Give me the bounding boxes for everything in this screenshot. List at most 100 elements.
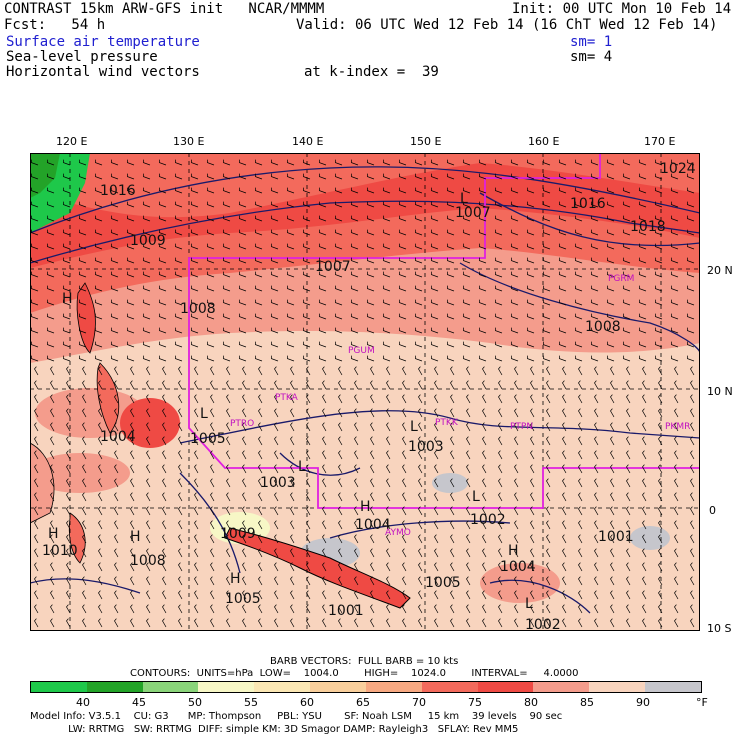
wind-barb — [354, 380, 359, 390]
wind-barb — [255, 355, 263, 362]
wind-barb — [639, 271, 647, 278]
wind-barb — [671, 257, 679, 264]
wind-barb — [655, 327, 663, 334]
wind-barb — [527, 341, 535, 348]
wind-barb — [303, 229, 311, 236]
wind-barb — [226, 548, 231, 558]
wind-barb — [146, 590, 151, 600]
pressure-label: 1009 — [220, 526, 256, 542]
wind-barb — [287, 271, 295, 278]
wind-barb — [82, 520, 87, 530]
wind-barb — [447, 173, 455, 180]
wind-barb — [546, 464, 551, 474]
station-label: PTKA — [275, 393, 299, 403]
wind-barb — [322, 506, 327, 516]
wind-barb — [191, 285, 199, 292]
wind-barb — [562, 576, 567, 586]
wind-barb — [50, 422, 55, 432]
wind-barb — [642, 548, 647, 558]
wind-barb — [143, 355, 151, 362]
wind-barb — [290, 380, 295, 390]
wind-barb — [210, 534, 215, 544]
wind-barb — [402, 464, 407, 474]
wind-barb — [447, 201, 455, 208]
wind-barb — [610, 506, 615, 516]
wind-barb — [639, 285, 647, 292]
wind-barb — [242, 576, 247, 586]
wind-barb — [674, 534, 679, 544]
colorbar-label: 80 — [524, 696, 538, 709]
wind-barb — [383, 257, 391, 264]
wind-barb — [546, 548, 551, 558]
wind-barb — [130, 576, 135, 586]
wind-barb — [383, 173, 391, 180]
wind-barb — [98, 618, 103, 628]
colorbar-swatch — [533, 682, 590, 692]
station-label: PGUM — [348, 346, 375, 356]
wind-barb — [162, 548, 167, 558]
wind-barb — [687, 159, 695, 166]
wind-barb — [175, 313, 183, 320]
wind-barb — [623, 355, 631, 362]
wind-barb — [306, 436, 311, 446]
wind-barb — [463, 313, 471, 320]
wind-barb — [114, 520, 119, 530]
wind-barb — [674, 604, 679, 614]
wind-barb — [143, 229, 151, 236]
wind-barb — [306, 562, 311, 572]
wind-barb — [559, 229, 567, 236]
wind-barb — [594, 590, 599, 600]
pressure-label: 1016 — [570, 196, 606, 212]
colorbar-label: 40 — [76, 696, 90, 709]
wind-barb — [386, 534, 391, 544]
wind-barb — [543, 215, 551, 222]
wind-barb — [562, 422, 567, 432]
wind-barb — [290, 366, 295, 376]
wind-barb — [690, 436, 695, 446]
wind-barb — [530, 506, 535, 516]
wind-barb — [178, 534, 183, 544]
wind-barb — [479, 355, 487, 362]
wind-barb — [322, 394, 327, 404]
wind-barb — [239, 327, 247, 334]
wind-barb — [47, 215, 55, 222]
wind-barb — [498, 520, 503, 530]
wind-barb — [111, 341, 119, 348]
wind-barb — [79, 187, 87, 194]
wind-barb — [511, 229, 519, 236]
low-marker: L — [200, 406, 208, 422]
wind-barb — [690, 590, 695, 600]
wind-barb — [562, 618, 567, 628]
wind-barb — [207, 271, 215, 278]
lat-label: 20 N — [707, 264, 733, 277]
wind-barb — [95, 215, 103, 222]
wind-barb — [114, 394, 119, 404]
wind-barb — [367, 159, 375, 166]
wind-barb — [642, 450, 647, 460]
wind-barb — [479, 327, 487, 334]
wind-barb — [111, 201, 119, 208]
wind-barb — [258, 478, 263, 488]
wind-barb — [95, 355, 103, 362]
wind-barb — [626, 478, 631, 488]
wind-barb — [495, 299, 503, 306]
wind-barb — [479, 271, 487, 278]
wind-barb — [95, 229, 103, 236]
boundary-line — [188, 153, 700, 509]
wind-barb — [546, 366, 551, 376]
wind-barb — [498, 408, 503, 418]
wind-barb — [239, 215, 247, 222]
wind-barb — [370, 520, 375, 530]
wind-barb — [594, 478, 599, 488]
colorbar-swatch — [477, 682, 534, 692]
wind-barb — [370, 394, 375, 404]
wind-barb — [658, 534, 663, 544]
wind-barb — [242, 492, 247, 502]
wind-barb — [623, 285, 631, 292]
wind-barb — [351, 313, 359, 320]
wind-barb — [191, 215, 199, 222]
wind-barb — [402, 548, 407, 558]
wind-barb — [642, 590, 647, 600]
wind-barb — [463, 341, 471, 348]
wind-barb — [386, 618, 391, 628]
